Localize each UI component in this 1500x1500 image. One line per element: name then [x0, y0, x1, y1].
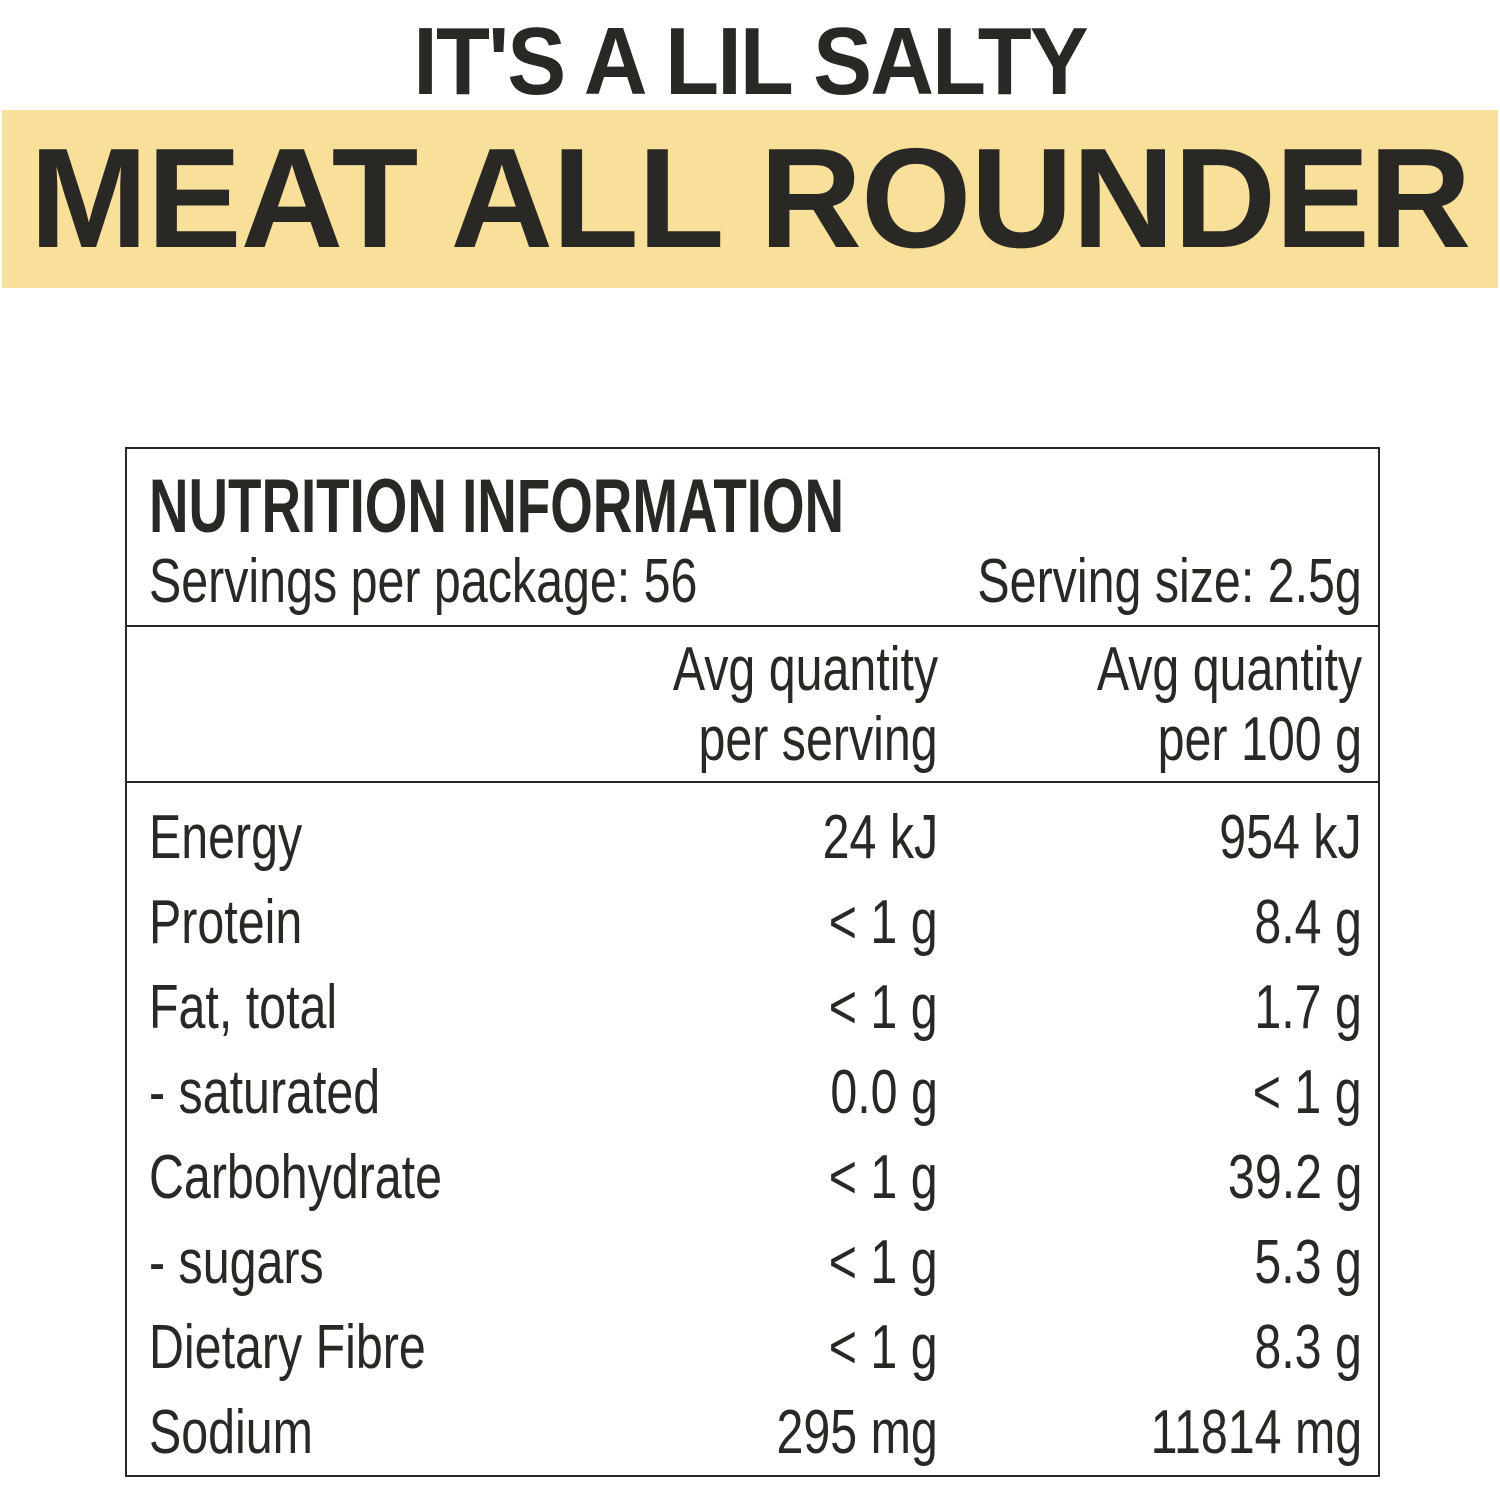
nutrition-title: NUTRITION INFORMATION — [149, 464, 845, 549]
nutrient-label: Sodium — [149, 1398, 313, 1467]
nutrient-label: - sugars — [149, 1228, 324, 1297]
value-per-serving: 295 mg — [776, 1398, 938, 1467]
col-header-serving-1: Avg quantity — [672, 635, 938, 704]
col-header-serving-2: per serving — [698, 705, 938, 774]
value-per-100g: 11814 mg — [1150, 1398, 1362, 1467]
nutrient-label: Carbohydrate — [149, 1143, 443, 1212]
value-per-serving: 0.0 g — [830, 1058, 938, 1127]
value-per-100g: 39.2 g — [1227, 1143, 1362, 1212]
servings-per-package: Servings per package: 56 — [149, 547, 698, 616]
value-per-serving: < 1 g — [829, 888, 938, 957]
subtitle: IT'S A LIL SALTY — [413, 8, 1088, 115]
value-per-serving: 24 kJ — [822, 803, 938, 872]
value-per-100g: < 1 g — [1253, 1058, 1362, 1127]
nutrient-label: - saturated — [149, 1058, 381, 1127]
value-per-serving: < 1 g — [829, 1228, 938, 1297]
divider — [127, 625, 1378, 627]
serving-size: Serving size: 2.5g — [977, 547, 1362, 616]
col-header-100g-2: per 100 g — [1157, 705, 1362, 774]
value-per-100g: 1.7 g — [1254, 973, 1362, 1042]
value-per-100g: 954 kJ — [1219, 803, 1362, 872]
nutrient-label: Energy — [149, 803, 303, 872]
nutrient-label: Dietary Fibre — [149, 1313, 426, 1382]
nutrient-label: Fat, total — [149, 973, 338, 1042]
nutrient-label: Protein — [149, 888, 303, 957]
col-header-100g-1: Avg quantity — [1096, 635, 1362, 704]
product-title: MEAT ALL ROUNDER — [29, 119, 1472, 278]
title-banner: MEAT ALL ROUNDER — [2, 110, 1498, 288]
divider — [127, 781, 1378, 783]
value-per-100g: 8.3 g — [1254, 1313, 1362, 1382]
value-per-serving: < 1 g — [829, 1313, 938, 1382]
value-per-serving: < 1 g — [829, 1143, 938, 1212]
nutrition-table: NUTRITION INFORMATION Servings per packa… — [125, 447, 1380, 1477]
value-per-100g: 5.3 g — [1254, 1228, 1362, 1297]
value-per-serving: < 1 g — [829, 973, 938, 1042]
value-per-100g: 8.4 g — [1254, 888, 1362, 957]
